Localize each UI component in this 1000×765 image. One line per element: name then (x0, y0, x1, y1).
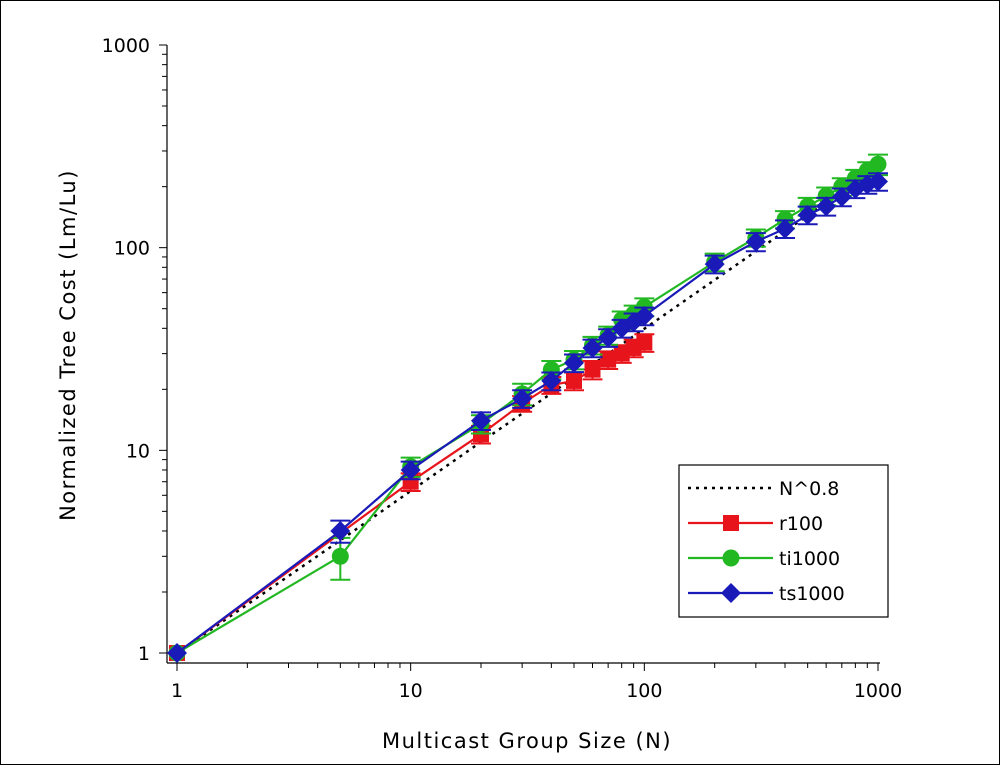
data-point-ts1000 (816, 196, 837, 217)
y-tick-label: 100 (114, 238, 150, 260)
legend-item-ts1000: ts1000 (688, 583, 845, 605)
data-point-ts1000 (797, 204, 818, 225)
legend-item-n-0-8: N^0.8 (688, 478, 839, 500)
data-point-r100 (565, 372, 582, 389)
data-point-ts1000 (563, 352, 584, 373)
x-tick-label: 10 (399, 680, 423, 702)
x-tick-label: 100 (626, 680, 662, 702)
data-point-ti1000 (833, 178, 851, 196)
data-point-r100 (636, 334, 653, 351)
legend-label-r100: r100 (779, 513, 823, 535)
data-point-ts1000 (330, 520, 351, 541)
data-point-ts1000 (598, 327, 619, 348)
legend-box (678, 464, 889, 618)
data-point-r100 (584, 361, 601, 378)
data-point-ts1000 (541, 370, 562, 391)
y-tick-label: 10 (126, 440, 150, 462)
y-tick-label: 1000 (102, 35, 150, 57)
y-tick-label: 1 (138, 643, 150, 665)
data-point-ts1000 (167, 643, 187, 663)
legend-label-ts1000: ts1000 (779, 583, 845, 605)
data-point-ts1000 (831, 186, 852, 207)
legend: N^0.8 r100 ti1000 ts1000 (678, 464, 889, 618)
data-point-ts1000 (704, 254, 725, 275)
legend-marker-ts1000 (721, 583, 741, 603)
data-point-ti1000 (331, 547, 349, 565)
legend-label-ti1000: ti1000 (779, 548, 840, 570)
legend-item-r100: r100 (688, 513, 823, 535)
legend-marker-ti1000 (722, 549, 740, 567)
x-tick-label: 1000 (854, 680, 902, 702)
series-r100 (169, 333, 655, 661)
axes: 1 10 100 1000 1 10 100 1000 (102, 35, 903, 702)
data-point-ti1000 (869, 155, 887, 173)
data-point-r100 (600, 351, 617, 368)
x-tick-label: 1 (171, 680, 183, 702)
legend-marker-r100 (723, 515, 739, 531)
y-axis-title: Normalized Tree Cost (Lm/Lu) (56, 169, 80, 521)
data-point-ts1000 (512, 388, 533, 409)
data-point-ti1000 (542, 361, 560, 379)
data-point-ti1000 (817, 187, 835, 205)
data-point-ts1000 (400, 459, 421, 480)
data-point-ts1000 (634, 306, 655, 327)
data-point-ts1000 (471, 410, 492, 431)
legend-label-n-0-8: N^0.8 (779, 478, 839, 500)
data-point-ts1000 (775, 218, 796, 239)
series-ts1000 (167, 171, 888, 663)
legend-item-ti1000: ti1000 (688, 548, 840, 570)
series-layer (167, 153, 888, 663)
x-axis-title: Multicast Group Size (N) (382, 729, 672, 753)
data-point-ts1000 (582, 337, 603, 358)
data-point-ts1000 (868, 171, 888, 192)
data-point-ts1000 (745, 231, 766, 252)
